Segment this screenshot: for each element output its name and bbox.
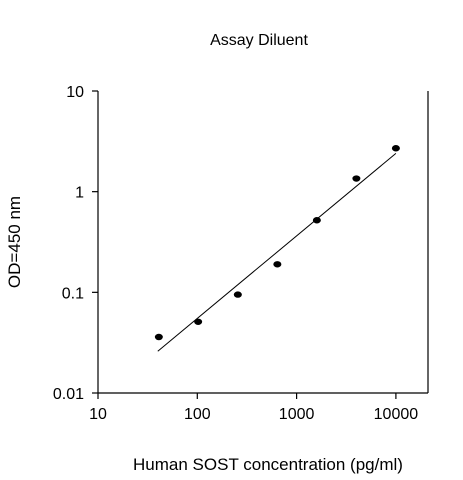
data-point [233, 291, 242, 298]
data-point [194, 318, 203, 325]
data-point [391, 145, 400, 152]
y-tick-label: 10 [66, 84, 84, 101]
y-tick-label: 1 [75, 185, 84, 202]
data-point [312, 217, 321, 224]
x-axis-title: Human SOST concentration (pg/ml) [133, 455, 403, 474]
x-axis-ticks: 10 100 1000 10000 [89, 393, 418, 423]
data-points [154, 145, 400, 341]
data-point [273, 261, 282, 268]
chart-title: Assay Diluent [210, 32, 308, 49]
x-tick-label: 10000 [374, 406, 419, 423]
data-point [352, 175, 361, 182]
x-tick-label: 1000 [279, 406, 315, 423]
y-axis-ticks: 0.01 0.1 1 10 [53, 84, 98, 403]
y-tick-label: 0.01 [53, 386, 84, 403]
y-axis-title: OD=450 nm [5, 196, 24, 288]
plot-frame [97, 91, 429, 394]
x-tick-label: 10 [89, 406, 107, 423]
trendline-group [157, 153, 397, 352]
trendline [157, 153, 397, 352]
x-tick-label: 100 [184, 406, 211, 423]
data-point [154, 333, 163, 341]
y-tick-label: 0.1 [62, 285, 84, 302]
